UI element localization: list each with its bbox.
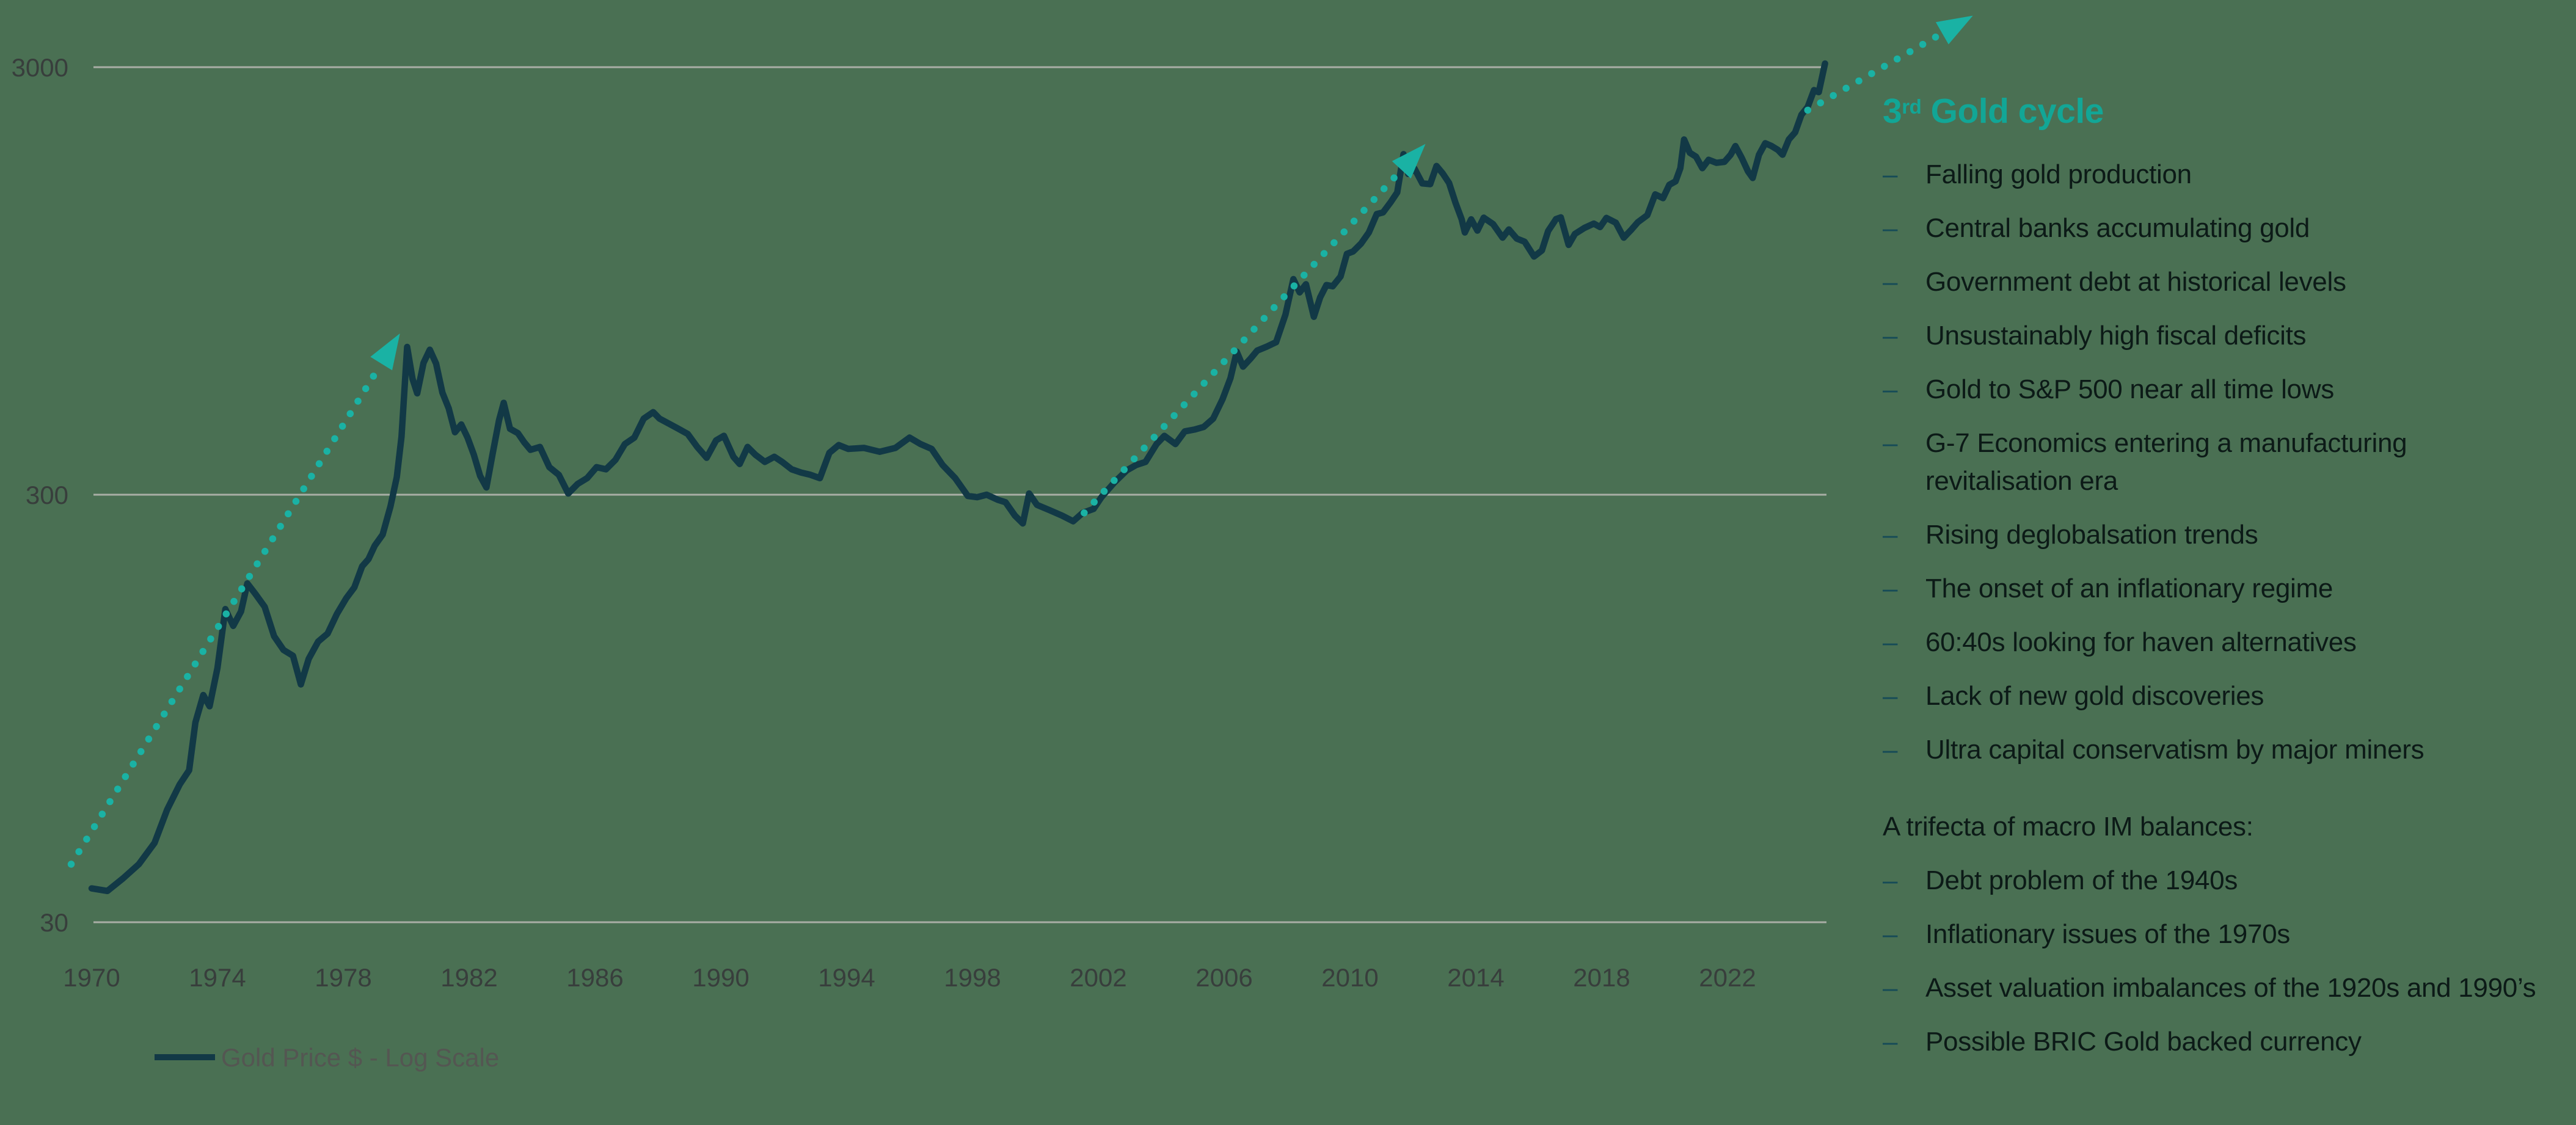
- bullet-dash-icon: –: [1883, 1027, 1898, 1057]
- bullet-item: – Central banks accumulating gold: [1883, 209, 2550, 247]
- bullet-dash-icon: –: [1883, 865, 1898, 895]
- bullet-text: Falling gold production: [1925, 159, 2192, 189]
- year-axis-label: 1994: [818, 963, 875, 992]
- year-axis-label: 1974: [189, 963, 246, 992]
- gold-cycle-bullet-list: – Falling gold production – Central banks a…: [1883, 156, 2550, 769]
- bullet-text: Ultra capital conservatism by major mine…: [1925, 735, 2425, 765]
- bullet-item: – Debt problem of the 1940s: [1883, 862, 2550, 900]
- heading-ordinal-suffix: rd: [1902, 96, 1922, 119]
- year-axis-label: 1970: [63, 963, 120, 992]
- bullet-dash-icon: –: [1883, 973, 1898, 1003]
- bullet-item: – Inflationary issues of the 1970s: [1883, 916, 2550, 953]
- bullet-text: 60:40s looking for haven alternatives: [1925, 627, 2357, 657]
- price-axis-label: 3000: [12, 53, 68, 82]
- year-axis-label: 1998: [944, 963, 1001, 992]
- bullet-dash-icon: –: [1883, 735, 1898, 765]
- legend-label: Gold Price $ - Log Scale: [221, 1043, 499, 1072]
- bullet-text: Lack of new gold discoveries: [1925, 681, 2264, 711]
- bullet-text: Asset valuation imbalances of the 1920s …: [1925, 973, 2536, 1003]
- bullet-dash-icon: –: [1883, 428, 1898, 458]
- heading-prefix: 3: [1883, 92, 1902, 131]
- year-axis-label: 1978: [315, 963, 371, 992]
- gold-cycle-panel: 3rd Gold cycle – Falling gold production –…: [1883, 92, 2550, 1077]
- 3rd-cycle-arrowhead-icon: [1935, 15, 1973, 45]
- bullet-dash-icon: –: [1883, 627, 1898, 657]
- year-axis-label: 1982: [440, 963, 497, 992]
- bullet-item: – The onset of an inflationary regime: [1883, 570, 2550, 608]
- price-axis-label: 300: [26, 481, 68, 509]
- bullet-text: Unsustainably high fiscal deficits: [1925, 321, 2307, 351]
- bullet-text: Gold to S&P 500 near all time lows: [1925, 374, 2334, 404]
- 3rd-cycle-arrow: [1804, 33, 1939, 114]
- bullet-item: – Lack of new gold discoveries: [1883, 677, 2550, 715]
- year-axis-label: 2010: [1321, 963, 1378, 992]
- bullet-item: – Falling gold production: [1883, 156, 2550, 194]
- panel-heading: 3rd Gold cycle: [1883, 92, 2550, 136]
- bullet-dash-icon: –: [1883, 573, 1898, 603]
- bullet-item: – G-7 Economics entering a manufacturing …: [1883, 424, 2550, 500]
- bullet-item: – Government debt at historical levels: [1883, 263, 2550, 301]
- trifecta-heading: A trifecta of macro IM balances:: [1883, 812, 2253, 842]
- year-axis-label: 2022: [1699, 963, 1756, 992]
- bullet-item: – Ultra capital conservatism by major min…: [1883, 731, 2550, 769]
- bullet-text: G-7 Economics entering a manufacturing r…: [1925, 428, 2407, 496]
- price-axis-label: 30: [40, 908, 68, 937]
- 2nd-cycle-arrowhead-icon: [1392, 144, 1426, 179]
- bullet-text: Government debt at historical levels: [1925, 267, 2346, 297]
- bullet-dash-icon: –: [1883, 681, 1898, 711]
- heading-rest: Gold cycle: [1921, 92, 2104, 131]
- 1st-cycle-arrow: [67, 366, 381, 868]
- year-axis-label: 2018: [1573, 963, 1630, 992]
- year-axis-label: 1990: [692, 963, 749, 992]
- trifecta-bullet-list: – Debt problem of the 1940s – Inflationary …: [1883, 862, 2550, 1061]
- gold-price-line: [88, 60, 1828, 895]
- bullet-text: Inflationary issues of the 1970s: [1925, 919, 2290, 949]
- 1st-cycle-arrowhead-icon: [370, 333, 400, 371]
- bullet-dash-icon: –: [1883, 267, 1898, 297]
- bullet-dash-icon: –: [1883, 159, 1898, 189]
- bullet-item: –60:40s looking for haven alternatives: [1883, 624, 2550, 661]
- year-axis-label: 1986: [566, 963, 623, 992]
- bullet-dash-icon: –: [1883, 919, 1898, 949]
- bullet-item: – Possible BRIC Gold backed currency: [1883, 1023, 2550, 1061]
- bullet-text: Possible BRIC Gold backed currency: [1925, 1027, 2362, 1057]
- bullet-item: – Rising deglobalsation trends: [1883, 516, 2550, 554]
- bullet-dash-icon: –: [1883, 321, 1898, 351]
- bullet-text: The onset of an inflationary regime: [1925, 573, 2333, 603]
- bullet-dash-icon: –: [1883, 374, 1898, 404]
- bullet-item: – Unsustainably high fiscal deficits: [1883, 317, 2550, 355]
- bullet-text: Central banks accumulating gold: [1925, 213, 2310, 243]
- year-axis-label: 2014: [1447, 963, 1504, 992]
- year-axis-label: 2002: [1070, 963, 1126, 992]
- bullet-text: Debt problem of the 1940s: [1925, 865, 2238, 895]
- bullet-text: Rising deglobalsation trends: [1925, 520, 2258, 550]
- bullet-item: – Asset valuation imbalances of the 1920s…: [1883, 969, 2550, 1007]
- bullet-item: – Gold to S&P 500 near all time lows: [1883, 371, 2550, 409]
- bullet-dash-icon: –: [1883, 520, 1898, 550]
- year-axis-label: 2006: [1195, 963, 1252, 992]
- 2nd-cycle-arrow: [1081, 172, 1400, 517]
- bullet-dash-icon: –: [1883, 213, 1898, 243]
